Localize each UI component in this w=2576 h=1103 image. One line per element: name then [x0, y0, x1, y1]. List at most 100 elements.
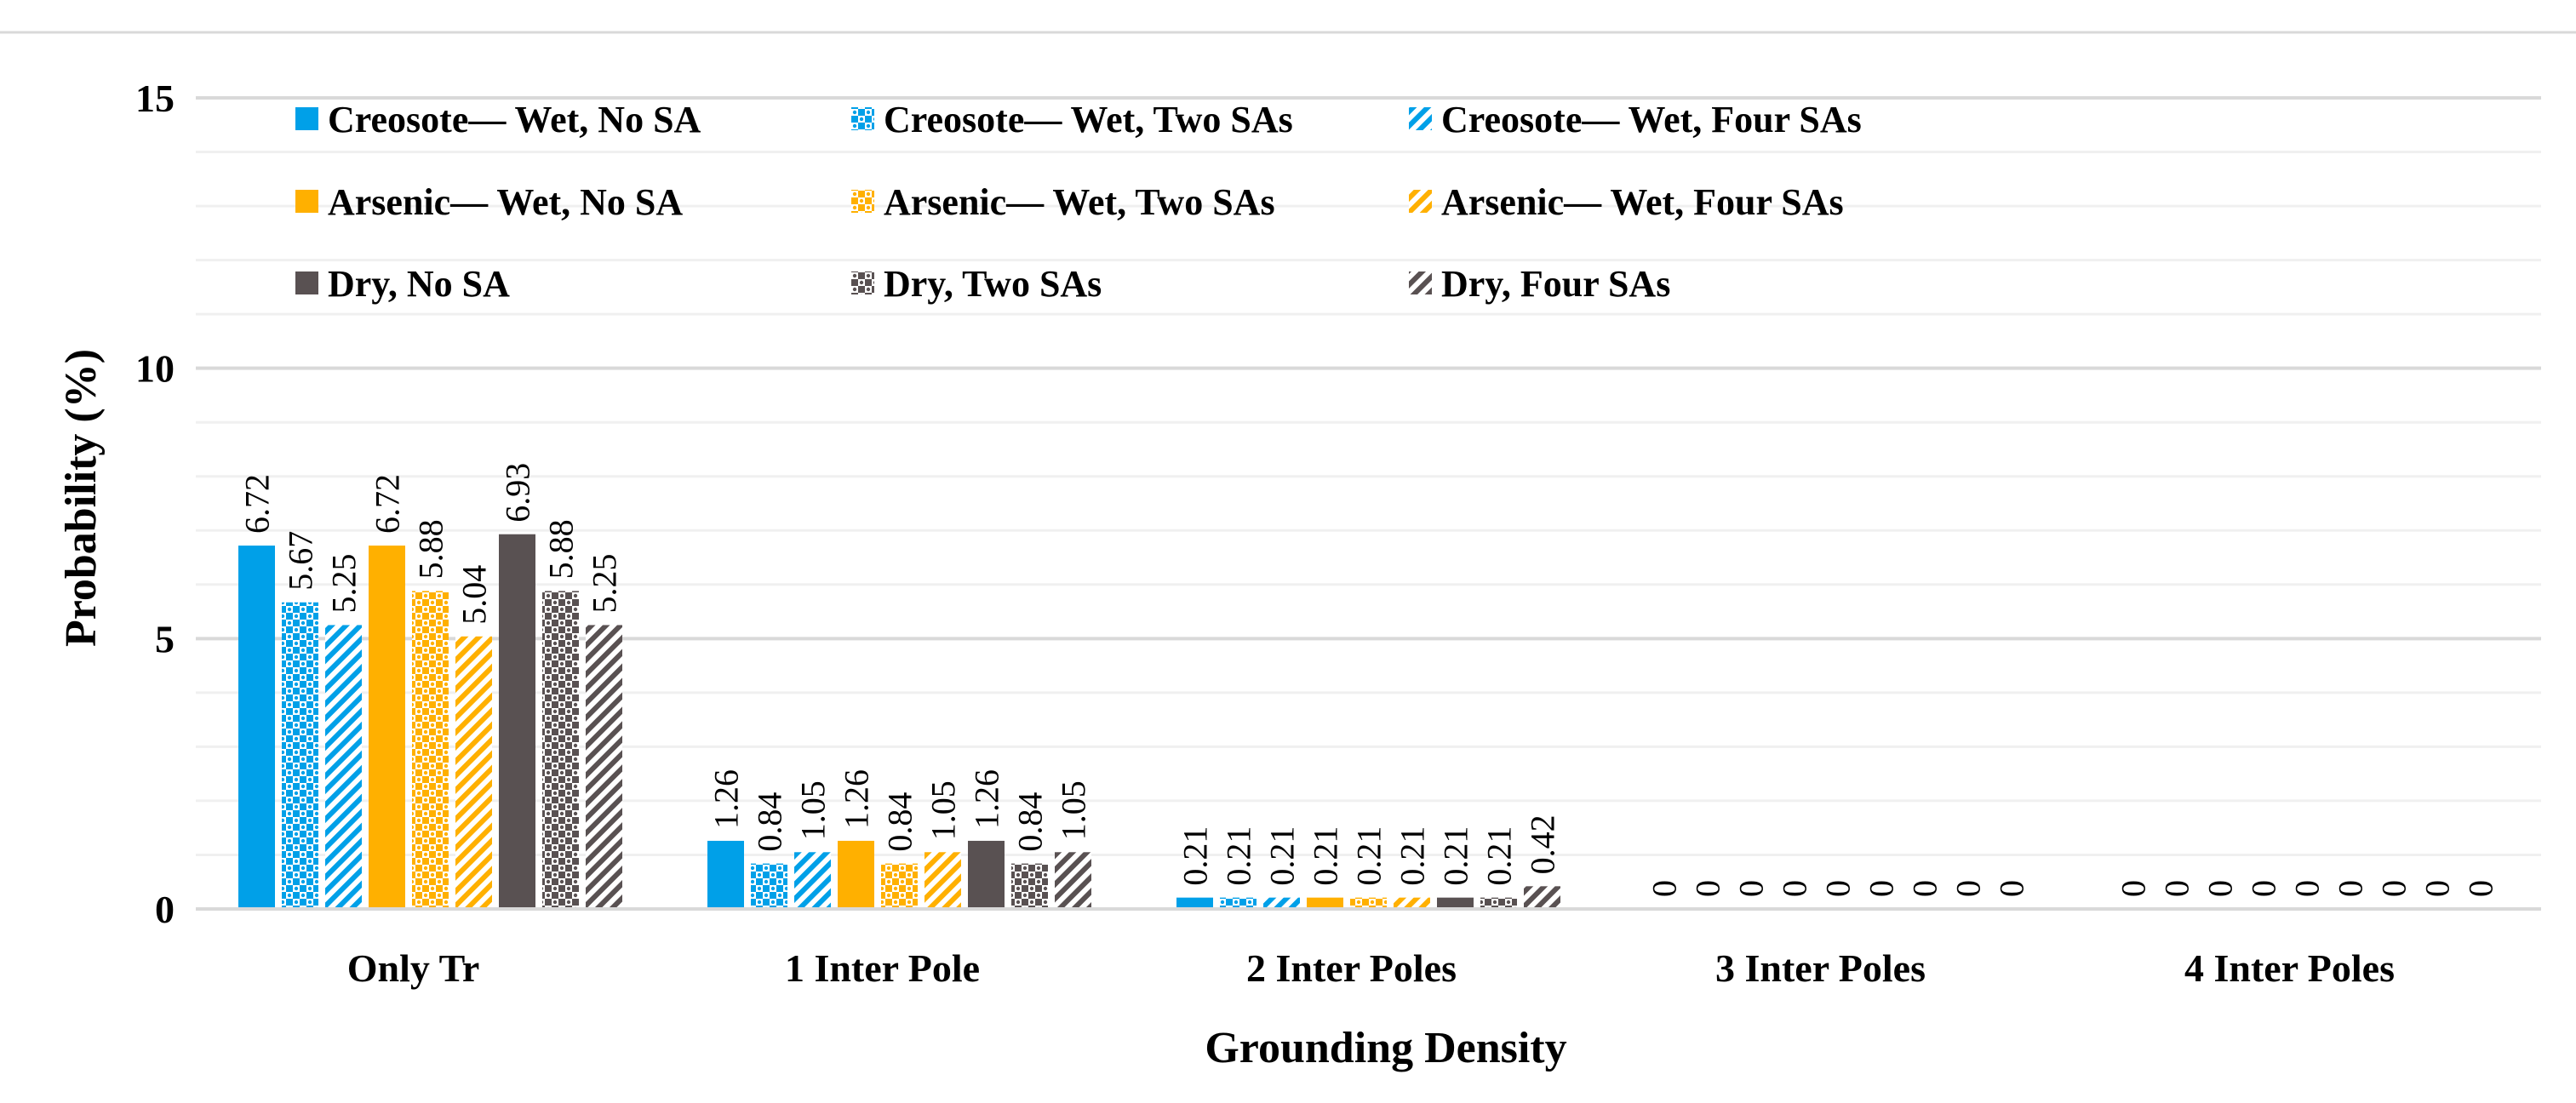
legend-item: Dry, Two SAs [851, 263, 1102, 305]
y-axis-title: Probability (%) [57, 349, 106, 647]
data-label: 0 [2115, 880, 2153, 897]
data-label: 0.42 [1524, 814, 1562, 874]
data-label: 0.21 [1307, 826, 1345, 886]
data-label: 5.25 [586, 553, 624, 613]
data-label: 0 [2201, 880, 2240, 897]
bar [282, 602, 318, 909]
x-tick-label: 1 Inter Pole [785, 946, 980, 990]
bar [412, 591, 449, 909]
legend: Creosote— Wet, No SA Creosote— Wet, Two S… [295, 99, 1862, 305]
data-label: 0 [2462, 880, 2500, 897]
data-label: 0.21 [1350, 826, 1388, 886]
legend-swatch [1409, 107, 1432, 130]
x-tick-label: 4 Inter Poles [2184, 946, 2395, 990]
data-label: 1.05 [794, 780, 833, 840]
y-tick-label: 15 [135, 77, 175, 120]
bar [924, 852, 961, 909]
data-label: 5.25 [325, 553, 364, 613]
data-label: 0 [1906, 880, 1944, 897]
legend-item: Arsenic— Wet, No SA [295, 181, 683, 223]
data-label: 0 [1776, 880, 1814, 897]
data-label: 0 [2332, 880, 2370, 897]
x-tick-label: Only Tr [347, 946, 480, 990]
x-tick-label: 3 Inter Poles [1715, 946, 1926, 990]
data-label: 6.72 [369, 474, 407, 534]
bar [1350, 897, 1387, 909]
data-label: 0 [1993, 880, 2031, 897]
data-label: 0 [2245, 880, 2283, 897]
legend-label: Creosote— Wet, No SA [328, 99, 701, 140]
bar [1437, 897, 1474, 909]
data-label: 0.21 [1263, 826, 1302, 886]
legend-label: Creosote— Wet, Two SAs [884, 99, 1293, 140]
legend-item: Creosote— Wet, No SA [295, 99, 701, 140]
data-label: 1.26 [707, 769, 746, 829]
data-label: 5.88 [412, 519, 450, 579]
bar [238, 546, 275, 909]
x-tick-label: 2 Inter Poles [1246, 946, 1457, 990]
legend-label: Creosote— Wet, Four SAs [1441, 99, 1862, 140]
legend-item: Creosote— Wet, Two SAs [851, 99, 1293, 140]
data-label: 0 [1732, 880, 1771, 897]
bar [1011, 863, 1048, 909]
data-label: 0.21 [1220, 826, 1258, 886]
data-label: 0 [1689, 880, 1727, 897]
data-label: 0 [2419, 880, 2457, 897]
bar [794, 852, 831, 909]
bar [499, 534, 535, 909]
bar [751, 863, 787, 909]
legend-swatch [1409, 190, 1432, 213]
legend-swatch [1409, 271, 1432, 294]
legend-swatch [295, 190, 318, 213]
data-label: 1.05 [1055, 780, 1093, 840]
legend-item: Dry, No SA [295, 263, 510, 305]
y-tick-label: 0 [155, 888, 175, 931]
legend-swatch [851, 107, 874, 130]
data-label: 6.93 [499, 463, 537, 523]
bar [707, 840, 744, 909]
data-label: 0.84 [881, 792, 919, 852]
data-label: 0 [2375, 880, 2413, 897]
data-label: 0 [2288, 880, 2327, 897]
legend-label: Dry, No SA [328, 263, 510, 305]
data-label: 0.84 [751, 792, 789, 852]
legend-item: Arsenic— Wet, Two SAs [851, 181, 1275, 223]
bar [1055, 852, 1091, 909]
data-label: 0 [1819, 880, 1858, 897]
data-label: 5.67 [282, 531, 320, 591]
y-tick-label: 10 [135, 347, 175, 391]
data-label: 0.21 [1394, 826, 1432, 886]
bar [1394, 897, 1430, 909]
legend-label: Arsenic— Wet, Four SAs [1441, 181, 1844, 223]
legend-item: Creosote— Wet, Four SAs [1409, 99, 1862, 140]
bar [968, 840, 1005, 909]
bar [542, 591, 579, 909]
data-label: 0.21 [1176, 826, 1215, 886]
data-labels: 6.725.67 5.256.725.885.046.935.885.251.26… [238, 463, 2500, 897]
bar [838, 840, 874, 909]
bar [1176, 897, 1213, 909]
data-label: 0 [2158, 880, 2196, 897]
data-label: 0 [1646, 880, 1684, 897]
data-label: 1.26 [968, 769, 1006, 829]
data-label: 0 [1949, 880, 1988, 897]
data-label: 0.21 [1480, 826, 1519, 886]
data-label: 6.72 [238, 474, 277, 534]
data-label: 1.05 [924, 780, 963, 840]
bar [1307, 897, 1343, 909]
legend-item: Arsenic— Wet, Four SAs [1409, 181, 1844, 223]
legend-label: Arsenic— Wet, No SA [328, 181, 683, 223]
legend-swatch [295, 271, 318, 294]
bar [1524, 886, 1560, 909]
data-label: 0.84 [1011, 792, 1050, 852]
legend-swatch [851, 190, 874, 213]
bar [1263, 897, 1300, 909]
bar [586, 625, 622, 909]
bar [881, 863, 918, 909]
legend-label: Dry, Four SAs [1441, 263, 1670, 305]
legend-swatch [295, 107, 318, 130]
data-label: 5.88 [542, 519, 581, 579]
data-label: 5.04 [455, 565, 494, 625]
